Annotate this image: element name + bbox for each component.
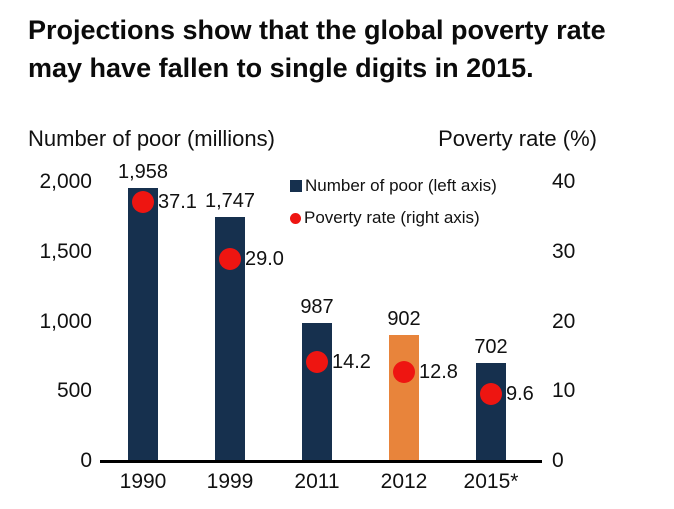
dot-series-circle-icon bbox=[290, 212, 301, 224]
bar-1990 bbox=[128, 187, 158, 462]
x-axis-label: 2015* bbox=[463, 470, 519, 493]
right-axis-tick: 0 bbox=[552, 449, 564, 472]
legend-label-number-of-poor: Number of poor (left axis) bbox=[305, 176, 497, 195]
right-axis-tick: 20 bbox=[552, 309, 576, 333]
x-axis-label: 2011 bbox=[294, 470, 340, 493]
chart-title-line-2: may have fallen to single digits in 2015… bbox=[28, 53, 534, 83]
bar-2012 bbox=[389, 335, 419, 462]
legend-label-poverty-rate: Poverty rate (right axis) bbox=[304, 208, 480, 227]
chart-title: Projections show that the global poverty… bbox=[28, 11, 606, 87]
right-axis-tick: 30 bbox=[552, 239, 576, 263]
left-axis-tick: 500 bbox=[56, 379, 92, 403]
poverty-rate-dot bbox=[132, 191, 154, 214]
bar-2011 bbox=[302, 323, 332, 462]
legend-item-poverty-rate: Poverty rate (right axis) bbox=[290, 208, 497, 228]
x-axis-label: 1999 bbox=[206, 470, 254, 493]
bar-value-label: 902 bbox=[387, 308, 421, 331]
rate-value-label: 12.8 bbox=[419, 360, 458, 383]
left-axis-tick: 1,500 bbox=[39, 239, 92, 263]
left-axis-title: Number of poor (millions) bbox=[28, 126, 275, 151]
left-axis-tick: 1,000 bbox=[39, 309, 92, 333]
bar-value-label: 702 bbox=[474, 336, 508, 359]
bar-value-label: 1,747 bbox=[204, 190, 256, 213]
poverty-rate-dot bbox=[306, 350, 328, 373]
rate-value-label: 29.0 bbox=[245, 247, 284, 270]
bar-2015* bbox=[476, 363, 506, 462]
x-axis-label: 1990 bbox=[119, 470, 167, 493]
poverty-rate-dot bbox=[393, 360, 415, 383]
x-axis-line bbox=[100, 460, 542, 463]
right-axis-tick: 10 bbox=[552, 379, 576, 403]
right-axis-tick: 40 bbox=[552, 170, 576, 193]
legend: Number of poor (left axis) Poverty rate … bbox=[290, 176, 497, 240]
right-axis-title: Poverty rate (%) bbox=[438, 126, 597, 151]
bar-value-label: 1,958 bbox=[117, 160, 169, 183]
left-axis-tick: 0 bbox=[80, 449, 92, 472]
bar-value-label: 987 bbox=[300, 296, 334, 319]
rate-value-label: 9.6 bbox=[506, 383, 534, 406]
chart-title-line-1: Projections show that the global poverty… bbox=[28, 15, 606, 45]
bar-series-square-icon bbox=[290, 180, 302, 192]
rate-value-label: 37.1 bbox=[158, 191, 197, 214]
rate-value-label: 14.2 bbox=[332, 350, 371, 373]
left-axis-tick: 2,000 bbox=[39, 170, 92, 193]
poverty-rate-dot bbox=[480, 383, 502, 406]
x-axis-label: 2012 bbox=[380, 470, 428, 493]
poverty-rate-dot bbox=[219, 247, 241, 270]
legend-item-number-of-poor: Number of poor (left axis) bbox=[290, 176, 497, 196]
